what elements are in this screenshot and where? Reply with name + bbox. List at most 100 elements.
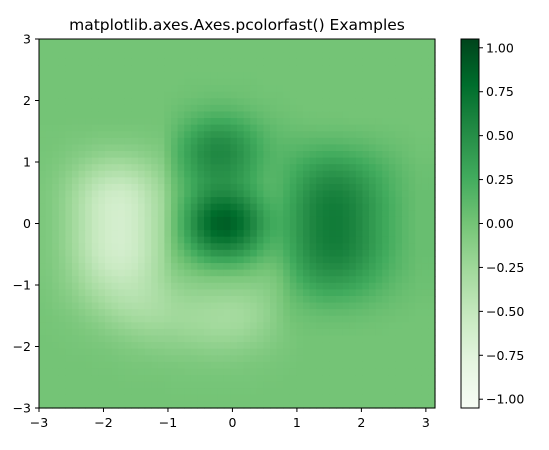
heatmap-cell [45,216,53,225]
heatmap-cell [91,91,99,99]
x-tick-label: −3 [30,415,48,430]
heatmap-cell [58,361,66,370]
heatmap-cell [369,282,377,290]
heatmap-cell [197,401,205,409]
heatmap-cell [237,401,245,409]
heatmap-cell [289,157,297,165]
heatmap-cell [164,236,172,244]
heatmap-cell [309,52,317,60]
heatmap-cell [276,230,284,238]
heatmap-cell [105,85,113,93]
heatmap-cell [45,289,53,297]
heatmap-cell [72,394,80,403]
heatmap-cell [349,276,357,284]
heatmap-cell [223,269,231,277]
heatmap-cell [369,183,377,192]
heatmap-cell [105,52,113,60]
heatmap-cell [72,85,80,93]
heatmap-cell [131,104,139,113]
heatmap-cell [45,157,53,165]
heatmap-cell [250,210,258,218]
heatmap-cell [111,249,119,258]
heatmap-cell [58,236,66,244]
heatmap-cell [85,111,93,119]
heatmap-cell [204,164,212,172]
heatmap-cell [144,78,152,86]
heatmap-cell [375,388,383,396]
heatmap-cell [303,375,311,383]
heatmap-cell [91,263,99,271]
heatmap-cell [204,289,212,297]
heatmap-cell [322,342,330,350]
heatmap-cell [342,276,350,284]
heatmap-cell [342,394,350,403]
colorbar-tick-label: −0.75 [486,348,524,363]
heatmap-cell [243,243,251,251]
chart-title: matplotlib.axes.Axes.pcolorfast() Exampl… [69,16,405,34]
heatmap-cell [270,269,278,277]
heatmap-cell [415,381,423,389]
heatmap-cell [124,65,132,73]
heatmap-cell [144,328,152,337]
heatmap-cell [329,355,337,363]
heatmap-cell [316,151,324,159]
x-tick-label: −1 [159,415,177,430]
heatmap-cell [177,71,185,80]
heatmap-cell [91,190,99,198]
heatmap-cell [65,401,73,409]
heatmap-cell [250,230,258,238]
heatmap-cell [283,401,291,409]
heatmap-cell [388,335,396,343]
heatmap-cell [164,39,172,47]
heatmap-cell [124,335,132,343]
heatmap-cell [171,263,179,271]
heatmap-cell [217,52,225,60]
heatmap-cell [402,131,410,139]
heatmap-cell [355,190,363,198]
heatmap-cell [421,203,429,211]
heatmap-cell [395,375,403,383]
heatmap-cell [91,348,99,356]
heatmap-cell [256,157,264,165]
heatmap-cell [388,249,396,258]
heatmap-cell [223,375,231,383]
heatmap-cell [85,263,93,271]
heatmap-cell [276,263,284,271]
heatmap-cell [171,282,179,290]
heatmap-cell [263,210,271,218]
heatmap-cell [369,104,377,113]
heatmap-cell [428,236,436,244]
heatmap-cell [210,111,218,119]
heatmap-cell [428,151,436,159]
heatmap-cell [395,197,403,205]
heatmap-cell [342,269,350,277]
heatmap-cell [355,210,363,218]
heatmap-cell [408,190,416,198]
heatmap-cell [237,45,245,53]
heatmap-cell [171,170,179,178]
heatmap-cell [355,144,363,152]
heatmap-cell [289,85,297,93]
heatmap-cell [382,381,390,389]
heatmap-cell [39,210,47,218]
heatmap-cell [421,368,429,376]
heatmap-cell [369,91,377,99]
heatmap-cell [105,183,113,192]
heatmap-cell [118,111,126,119]
heatmap-cell [197,295,205,304]
heatmap-cell [72,309,80,317]
heatmap-cell [52,309,60,317]
heatmap-cell [45,118,53,126]
heatmap-cell [329,348,337,356]
heatmap-cell [263,388,271,396]
heatmap-cell [157,197,165,205]
heatmap-cell [58,381,66,389]
heatmap-cell [270,157,278,165]
heatmap-cell [39,151,47,159]
heatmap-cell [375,124,383,132]
heatmap-cell [230,269,238,277]
heatmap-cell [177,322,185,330]
heatmap-cell [39,91,47,99]
heatmap-cell [342,216,350,225]
heatmap-cell [190,183,198,192]
